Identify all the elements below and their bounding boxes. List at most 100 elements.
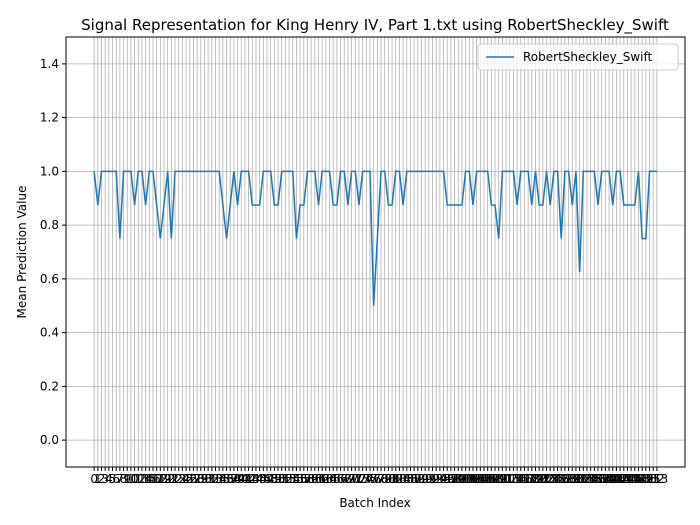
x-tick-label: 73 — [355, 472, 370, 486]
grid — [66, 37, 685, 467]
x-tick-label: 38 — [226, 472, 241, 486]
x-tick-label: 46 — [256, 472, 271, 486]
x-tick-label: 49 — [267, 472, 282, 486]
x-tick-label: 72 — [351, 472, 366, 486]
x-tick-label: 32 — [204, 472, 219, 486]
legend-label: RobertSheckley_Swift — [523, 50, 653, 64]
x-tick-label: 12 — [131, 472, 146, 486]
x-tick-label: 53 — [281, 472, 296, 486]
x-tick-label: 94 — [432, 472, 447, 486]
x-tick-label: 140 — [598, 472, 621, 486]
x-tick-label: 132 — [568, 472, 591, 486]
x-tick-label: 55 — [289, 472, 304, 486]
x-tick-label: 99 — [451, 472, 466, 486]
x-tick-label: 66 — [329, 472, 344, 486]
y-axis-label: Mean Prediction Value — [15, 186, 29, 319]
x-tick-label: 18 — [153, 472, 168, 486]
x-tick-label: 106 — [473, 472, 496, 486]
x-tick-label: 37 — [223, 472, 238, 486]
x-tick-label: 13 — [134, 472, 149, 486]
x-tick-label: 16 — [145, 472, 160, 486]
x-tick-label: 88 — [410, 472, 425, 486]
x-tick-label: 142 — [605, 472, 628, 486]
y-tick-label: 0.0 — [40, 433, 59, 447]
x-tick-label: 60 — [307, 472, 322, 486]
x-tick-label: 128 — [553, 472, 576, 486]
y-tick-label: 1.2 — [40, 111, 59, 125]
x-tick-label: 51 — [274, 472, 289, 486]
x-tick-label: 124 — [539, 472, 562, 486]
y-tick-label: 0.2 — [40, 379, 59, 393]
x-tick-label: 35 — [215, 472, 230, 486]
x-tick-label: 143 — [609, 472, 632, 486]
x-tick-label: 40 — [234, 472, 249, 486]
x-tick-label: 70 — [344, 472, 359, 486]
x-tick-label: 87 — [406, 472, 421, 486]
x-tick-label: 7 — [116, 472, 124, 486]
x-tick-label: 61 — [311, 472, 326, 486]
x-tick-label: 109 — [484, 472, 507, 486]
x-tick-label: 45 — [252, 472, 267, 486]
x-tick-label: 107 — [476, 472, 499, 486]
x-tick-label: 92 — [425, 472, 440, 486]
x-tick-label: 110 — [487, 472, 510, 486]
x-tick-label: 98 — [447, 472, 462, 486]
x-tick-label: 62 — [315, 472, 330, 486]
x-tick-label: 65 — [326, 472, 341, 486]
x-tick-label: 86 — [403, 472, 418, 486]
x-tick-label: 141 — [601, 472, 624, 486]
y-tick-label: 1.4 — [40, 57, 59, 71]
x-tick-label: 4 — [105, 472, 113, 486]
x-tick-label: 47 — [259, 472, 274, 486]
x-axis-label: Batch Index — [339, 496, 410, 510]
x-tick-label: 113 — [498, 472, 521, 486]
x-tick-label: 83 — [392, 472, 407, 486]
x-tick-label: 131 — [564, 472, 587, 486]
x-tick-label: 77 — [370, 472, 385, 486]
x-tick-label: 50 — [270, 472, 285, 486]
x-tick-label: 105 — [469, 472, 492, 486]
x-tick-label: 23 — [171, 472, 186, 486]
x-tick-label: 136 — [583, 472, 606, 486]
x-tick-label: 42 — [241, 472, 256, 486]
x-tick-label: 41 — [237, 472, 252, 486]
x-tick-label: 36 — [219, 472, 234, 486]
x-tick-label: 127 — [550, 472, 573, 486]
x-tick-label: 153 — [645, 472, 668, 486]
x-tick-label: 19 — [156, 472, 171, 486]
x-tick-label: 148 — [627, 472, 650, 486]
x-tick-label: 76 — [366, 472, 381, 486]
x-tick-label: 2 — [98, 472, 106, 486]
x-tick-label: 121 — [528, 472, 551, 486]
x-tick-label: 150 — [634, 472, 657, 486]
x-tick-label: 44 — [248, 472, 263, 486]
x-tick-label: 137 — [587, 472, 610, 486]
x-tick-label: 10 — [123, 472, 138, 486]
x-tick-label: 112 — [495, 472, 518, 486]
x-tick-label: 68 — [337, 472, 352, 486]
x-tick-label: 74 — [359, 472, 374, 486]
x-tick-label: 123 — [535, 472, 558, 486]
x-tick-label: 138 — [590, 472, 613, 486]
x-tick-label: 1 — [94, 472, 102, 486]
x-tick-label: 26 — [182, 472, 197, 486]
x-tick-label: 139 — [594, 472, 617, 486]
x-tick-label: 117 — [513, 472, 536, 486]
x-tick-label: 89 — [414, 472, 429, 486]
y-tick-label: 0.4 — [40, 326, 59, 340]
x-tick-label: 82 — [388, 472, 403, 486]
x-tick-label: 15 — [142, 472, 157, 486]
x-tick-label: 20 — [160, 472, 175, 486]
x-tick-label: 59 — [303, 472, 318, 486]
legend-box — [477, 43, 679, 71]
x-tick-label: 101 — [454, 472, 477, 486]
x-tick-label: 64 — [322, 472, 337, 486]
x-tick-label: 120 — [524, 472, 547, 486]
x-tick-label: 85 — [399, 472, 414, 486]
x-tick-label: 104 — [465, 472, 488, 486]
x-tick-label: 100 — [450, 472, 473, 486]
x-tick-label: 116 — [509, 472, 532, 486]
x-tick-label: 133 — [572, 472, 595, 486]
x-tick-label: 144 — [612, 472, 635, 486]
